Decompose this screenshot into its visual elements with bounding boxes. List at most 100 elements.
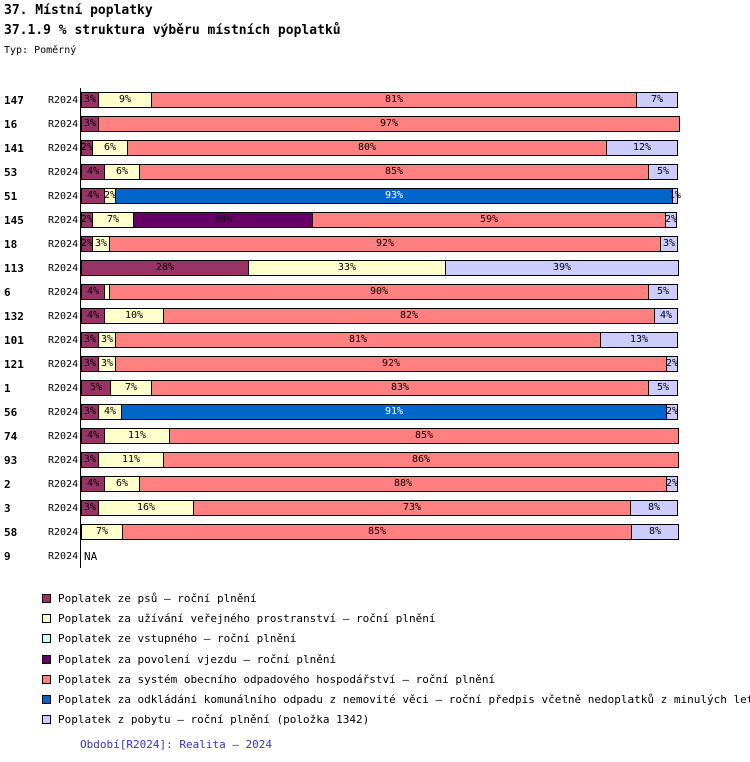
segment-value-label: 33% [337, 262, 357, 273]
bar-segment-waste_system: 97% [98, 116, 680, 132]
page-subtitle: 37.1.9 % struktura výběru místních popla… [4, 23, 341, 38]
bar-segment-dog: 4% [81, 284, 105, 300]
bar-segment-dog: 3% [81, 332, 99, 348]
page-title: 37. Místní poplatky [4, 3, 153, 18]
bar-segment-stay: 5% [648, 164, 678, 180]
bar-segment-stay: 1% [668, 188, 682, 204]
period-footer-label: Období[R2024]: Realita – 2024 [80, 738, 273, 751]
bar-segment-waste_disposal: 93% [115, 188, 673, 204]
legend-swatch-dog [42, 593, 51, 603]
bar-segment-waste_system: 86% [163, 452, 679, 468]
bar-segment-stay: 5% [648, 380, 678, 396]
stacked-bar: 28% 33% 39% [81, 260, 679, 276]
segment-value-label: 3% [83, 502, 97, 513]
segment-value-label: 82% [399, 310, 419, 321]
stacked-bar: 3% 3% 81% 13% [81, 332, 678, 348]
segment-value-label: 3% [83, 94, 97, 105]
segment-value-label: 81% [348, 334, 368, 345]
segment-value-label: 7% [650, 94, 664, 105]
row-period-label: R2024 [48, 358, 79, 370]
bar-segment-public_space: 7% [81, 524, 123, 540]
segment-value-label: 85% [414, 430, 434, 441]
bar-area: 4% 2% 93% 1% [80, 184, 682, 208]
row-period-label: R2024 [48, 502, 79, 514]
segment-value-label: 83% [390, 382, 410, 393]
bar-area: NA [80, 544, 682, 568]
bar-area: 2% 3% 92% 3% [80, 232, 682, 256]
bar-segment-waste_system: 92% [115, 356, 667, 372]
row-period-label: R2024 [48, 310, 79, 322]
bar-area: 2% 7% 30% 59% 2% [80, 208, 682, 232]
bar-segment-dog: 4% [81, 428, 105, 444]
bar-segment-public_space: 7% [110, 380, 152, 396]
chart-row: 18 R2024 2% 3% 92% 3% [0, 232, 750, 256]
bar-area: 3% 97% [80, 112, 682, 136]
row-period-label: R2024 [48, 286, 79, 298]
segment-value-label: 7% [95, 526, 109, 537]
segment-value-label: 73% [402, 502, 422, 513]
segment-value-label: 10% [124, 310, 144, 321]
segment-value-label: 3% [83, 334, 97, 345]
row-category-label: 16 [4, 117, 18, 131]
segment-value-label: 6% [115, 166, 129, 177]
bar-segment-dog: 3% [81, 92, 99, 108]
bar-area: 4% 6% 85% 5% [80, 160, 682, 184]
segment-value-label: 3% [83, 118, 97, 129]
legend-swatch-public_space [42, 613, 51, 623]
segment-value-label: 4% [86, 166, 100, 177]
bar-segment-waste_system: 88% [139, 476, 667, 492]
bar-area: 3% 4% 91% 2% [80, 400, 682, 424]
row-category-label: 18 [4, 237, 18, 251]
bar-segment-public_space: 33% [248, 260, 446, 276]
segment-value-label: 2% [664, 214, 678, 225]
stacked-bar: 3% 11% 86% [81, 452, 679, 468]
segment-value-label: 4% [86, 430, 100, 441]
bar-segment-waste_system: 81% [115, 332, 601, 348]
row-period-label: R2024 [48, 334, 79, 346]
row-period-label: R2024 [48, 214, 79, 226]
bar-area: 4% 10% 82% 4% [80, 304, 682, 328]
segment-value-label: 9% [118, 94, 132, 105]
row-category-label: 147 [4, 93, 24, 107]
legend-item: Poplatek za systém obecního odpadového h… [42, 669, 750, 689]
stacked-bar: 4% 2% 93% 1% [81, 188, 682, 204]
stacked-bar: 2% 7% 30% 59% 2% [81, 212, 677, 228]
bar-segment-public_space: 3% [98, 332, 116, 348]
row-period-label: R2024 [48, 430, 79, 442]
row-category-label: 3 [4, 501, 11, 515]
bar-area: 3% 9% 81% 7% [80, 88, 682, 112]
chart-row: 9 R2024 NA [0, 544, 750, 568]
segment-value-label: 3% [100, 334, 114, 345]
bar-segment-public_space: 11% [104, 428, 170, 444]
legend-swatch-entry_fee [42, 634, 51, 644]
bar-segment-public_space: 16% [98, 500, 194, 516]
segment-value-label: 88% [393, 478, 413, 489]
segment-value-label: 81% [384, 94, 404, 105]
stacked-bar: 4% 10% 82% 4% [81, 308, 678, 324]
stacked-bar: 3% 9% 81% 7% [81, 92, 678, 108]
segment-value-label: 2% [80, 142, 94, 153]
row-category-label: 51 [4, 189, 18, 203]
row-category-label: 6 [4, 285, 11, 299]
bar-segment-vehicle_entry: 30% [133, 212, 313, 228]
segment-value-label: 2% [103, 190, 117, 201]
stacked-bar: 5% 7% 83% 5% [81, 380, 678, 396]
bar-segment-public_space: 11% [98, 452, 164, 468]
segment-value-label: 7% [106, 214, 120, 225]
bar-segment-stay: 13% [600, 332, 678, 348]
segment-value-label: 3% [100, 358, 114, 369]
stacked-bar: 4% 11% 85% [81, 428, 679, 444]
bar-segment-waste_system: 90% [109, 284, 649, 300]
row-period-label: R2024 [48, 166, 79, 178]
segment-value-label: 2% [665, 406, 679, 417]
bar-segment-waste_system: 85% [139, 164, 649, 180]
segment-value-label: 2% [665, 358, 679, 369]
segment-value-label: 1% [668, 190, 682, 201]
bar-segment-public_space: 9% [98, 92, 152, 108]
bar-segment-dog: 3% [81, 404, 99, 420]
segment-value-label: 3% [83, 454, 97, 465]
row-category-label: 74 [4, 429, 18, 443]
bar-segment-public_space: 4% [98, 404, 122, 420]
segment-value-label: 5% [656, 166, 670, 177]
row-category-label: 93 [4, 453, 18, 467]
